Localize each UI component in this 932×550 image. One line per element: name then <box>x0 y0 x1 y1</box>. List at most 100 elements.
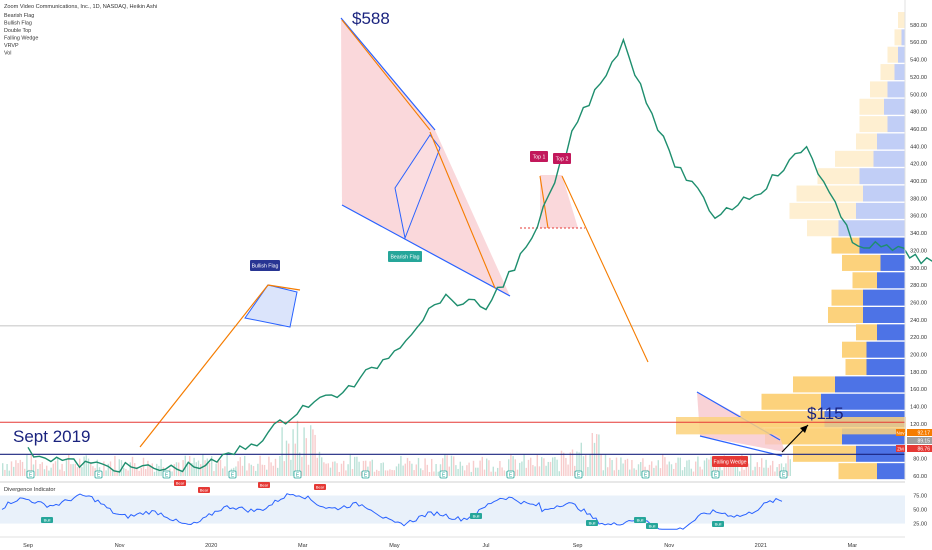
volume-bar <box>255 470 257 476</box>
price-tick-label: 60.00 <box>913 474 927 480</box>
volume-bar <box>393 470 395 476</box>
vp-up-bar <box>845 359 867 376</box>
vp-down-bar <box>887 116 905 133</box>
volume-bar <box>618 469 620 476</box>
volume-bar <box>402 465 404 476</box>
price-tick-label: 200.00 <box>910 353 927 359</box>
vp-down-bar <box>884 98 905 115</box>
volume-bar <box>653 467 655 476</box>
indicator-tag-box <box>646 523 658 529</box>
price-tick-label: 440.00 <box>910 144 927 150</box>
volume-bar <box>24 468 26 476</box>
bearish-flag-tag: Bearish Flag <box>390 255 419 261</box>
volume-bar <box>600 454 602 476</box>
volume-bar <box>521 461 523 476</box>
peak-label: $588 <box>352 9 390 28</box>
volume-bar <box>314 434 316 476</box>
volume-bar <box>763 467 765 476</box>
volume-bar <box>360 471 362 476</box>
volume-bar <box>261 464 263 476</box>
volume-bar <box>387 470 389 476</box>
vp-down-bar <box>863 306 905 323</box>
volume-bar <box>369 461 371 476</box>
vp-up-bar <box>852 272 877 289</box>
volume-bar <box>609 457 611 476</box>
double-top-fill <box>540 175 578 228</box>
volume-bar <box>547 461 549 476</box>
volume-bar <box>681 470 684 476</box>
volume-bar <box>241 465 244 476</box>
volume-bar <box>312 429 314 476</box>
indicator-label: Double Top <box>4 28 31 34</box>
volume-bar <box>477 467 479 476</box>
price-tick-label: 520.00 <box>910 75 927 81</box>
volume-bar <box>549 461 552 476</box>
volume-bar <box>747 463 750 476</box>
vp-up-bar <box>793 376 835 393</box>
volume-bar <box>596 434 598 476</box>
volume-bar <box>706 458 708 476</box>
volume-bar <box>578 452 580 476</box>
volume-bar <box>371 459 373 476</box>
trend-line-fall <box>429 131 496 289</box>
channel-lower-line <box>341 204 511 297</box>
vp-up-bar <box>859 98 884 115</box>
earnings-marker-label: E <box>442 473 446 479</box>
volume-bar <box>65 459 68 476</box>
volume-bar <box>580 442 582 476</box>
volume-bar <box>444 454 446 476</box>
volume-bar <box>554 456 556 476</box>
volume-bar <box>224 466 226 476</box>
vp-down-bar <box>856 202 905 219</box>
channel-upper-line <box>340 17 436 131</box>
price-tick-label: 500.00 <box>910 92 927 98</box>
volume-bar <box>475 467 477 476</box>
volume-bar <box>710 456 712 476</box>
level-label: Sept 2019 <box>13 427 91 446</box>
volume-bar <box>283 461 285 476</box>
time-tick-label: Jul <box>482 543 489 549</box>
volume-bar <box>347 464 349 476</box>
volume-bar <box>576 451 578 476</box>
volume-bar <box>202 454 204 476</box>
volume-bar <box>140 467 142 476</box>
volume-bar <box>428 471 431 476</box>
volume-bar <box>703 460 706 476</box>
earnings-marker-label: E <box>97 473 101 479</box>
volume-bar <box>404 463 406 476</box>
volume-bar <box>400 455 402 476</box>
volume-bar <box>336 463 338 476</box>
volume-bar <box>189 456 191 476</box>
volume-bar <box>52 463 54 476</box>
volume-bar <box>765 459 767 476</box>
volume-bar <box>651 461 653 476</box>
volume-bar <box>316 457 318 476</box>
volume-bar <box>690 468 692 476</box>
vp-up-bar <box>828 306 863 323</box>
volume-bar <box>244 455 246 476</box>
earnings-marker <box>574 470 583 479</box>
volume-bar <box>470 471 472 476</box>
volume-bar <box>560 450 563 476</box>
volume-bar <box>340 463 343 476</box>
volume-bar <box>635 469 637 476</box>
price-badge-label: 86.76 <box>917 447 930 453</box>
indicator-tag-box <box>314 484 326 490</box>
volume-bar <box>237 461 239 476</box>
volume-bar <box>285 440 288 476</box>
volume-bar <box>532 465 534 476</box>
time-tick-label: Nov <box>115 543 125 549</box>
volume-bar <box>96 459 98 476</box>
volume-bar <box>259 455 261 476</box>
volume-bar <box>767 467 769 476</box>
volume-bar <box>587 467 589 476</box>
volume-bar <box>448 466 450 476</box>
volume-bar <box>263 464 266 476</box>
volume-bar <box>292 429 294 476</box>
volume-bar <box>453 456 455 476</box>
earnings-marker <box>162 470 171 479</box>
volume-bar <box>63 471 65 476</box>
indicator-label: Vol <box>4 51 12 57</box>
volume-bar <box>756 462 758 476</box>
